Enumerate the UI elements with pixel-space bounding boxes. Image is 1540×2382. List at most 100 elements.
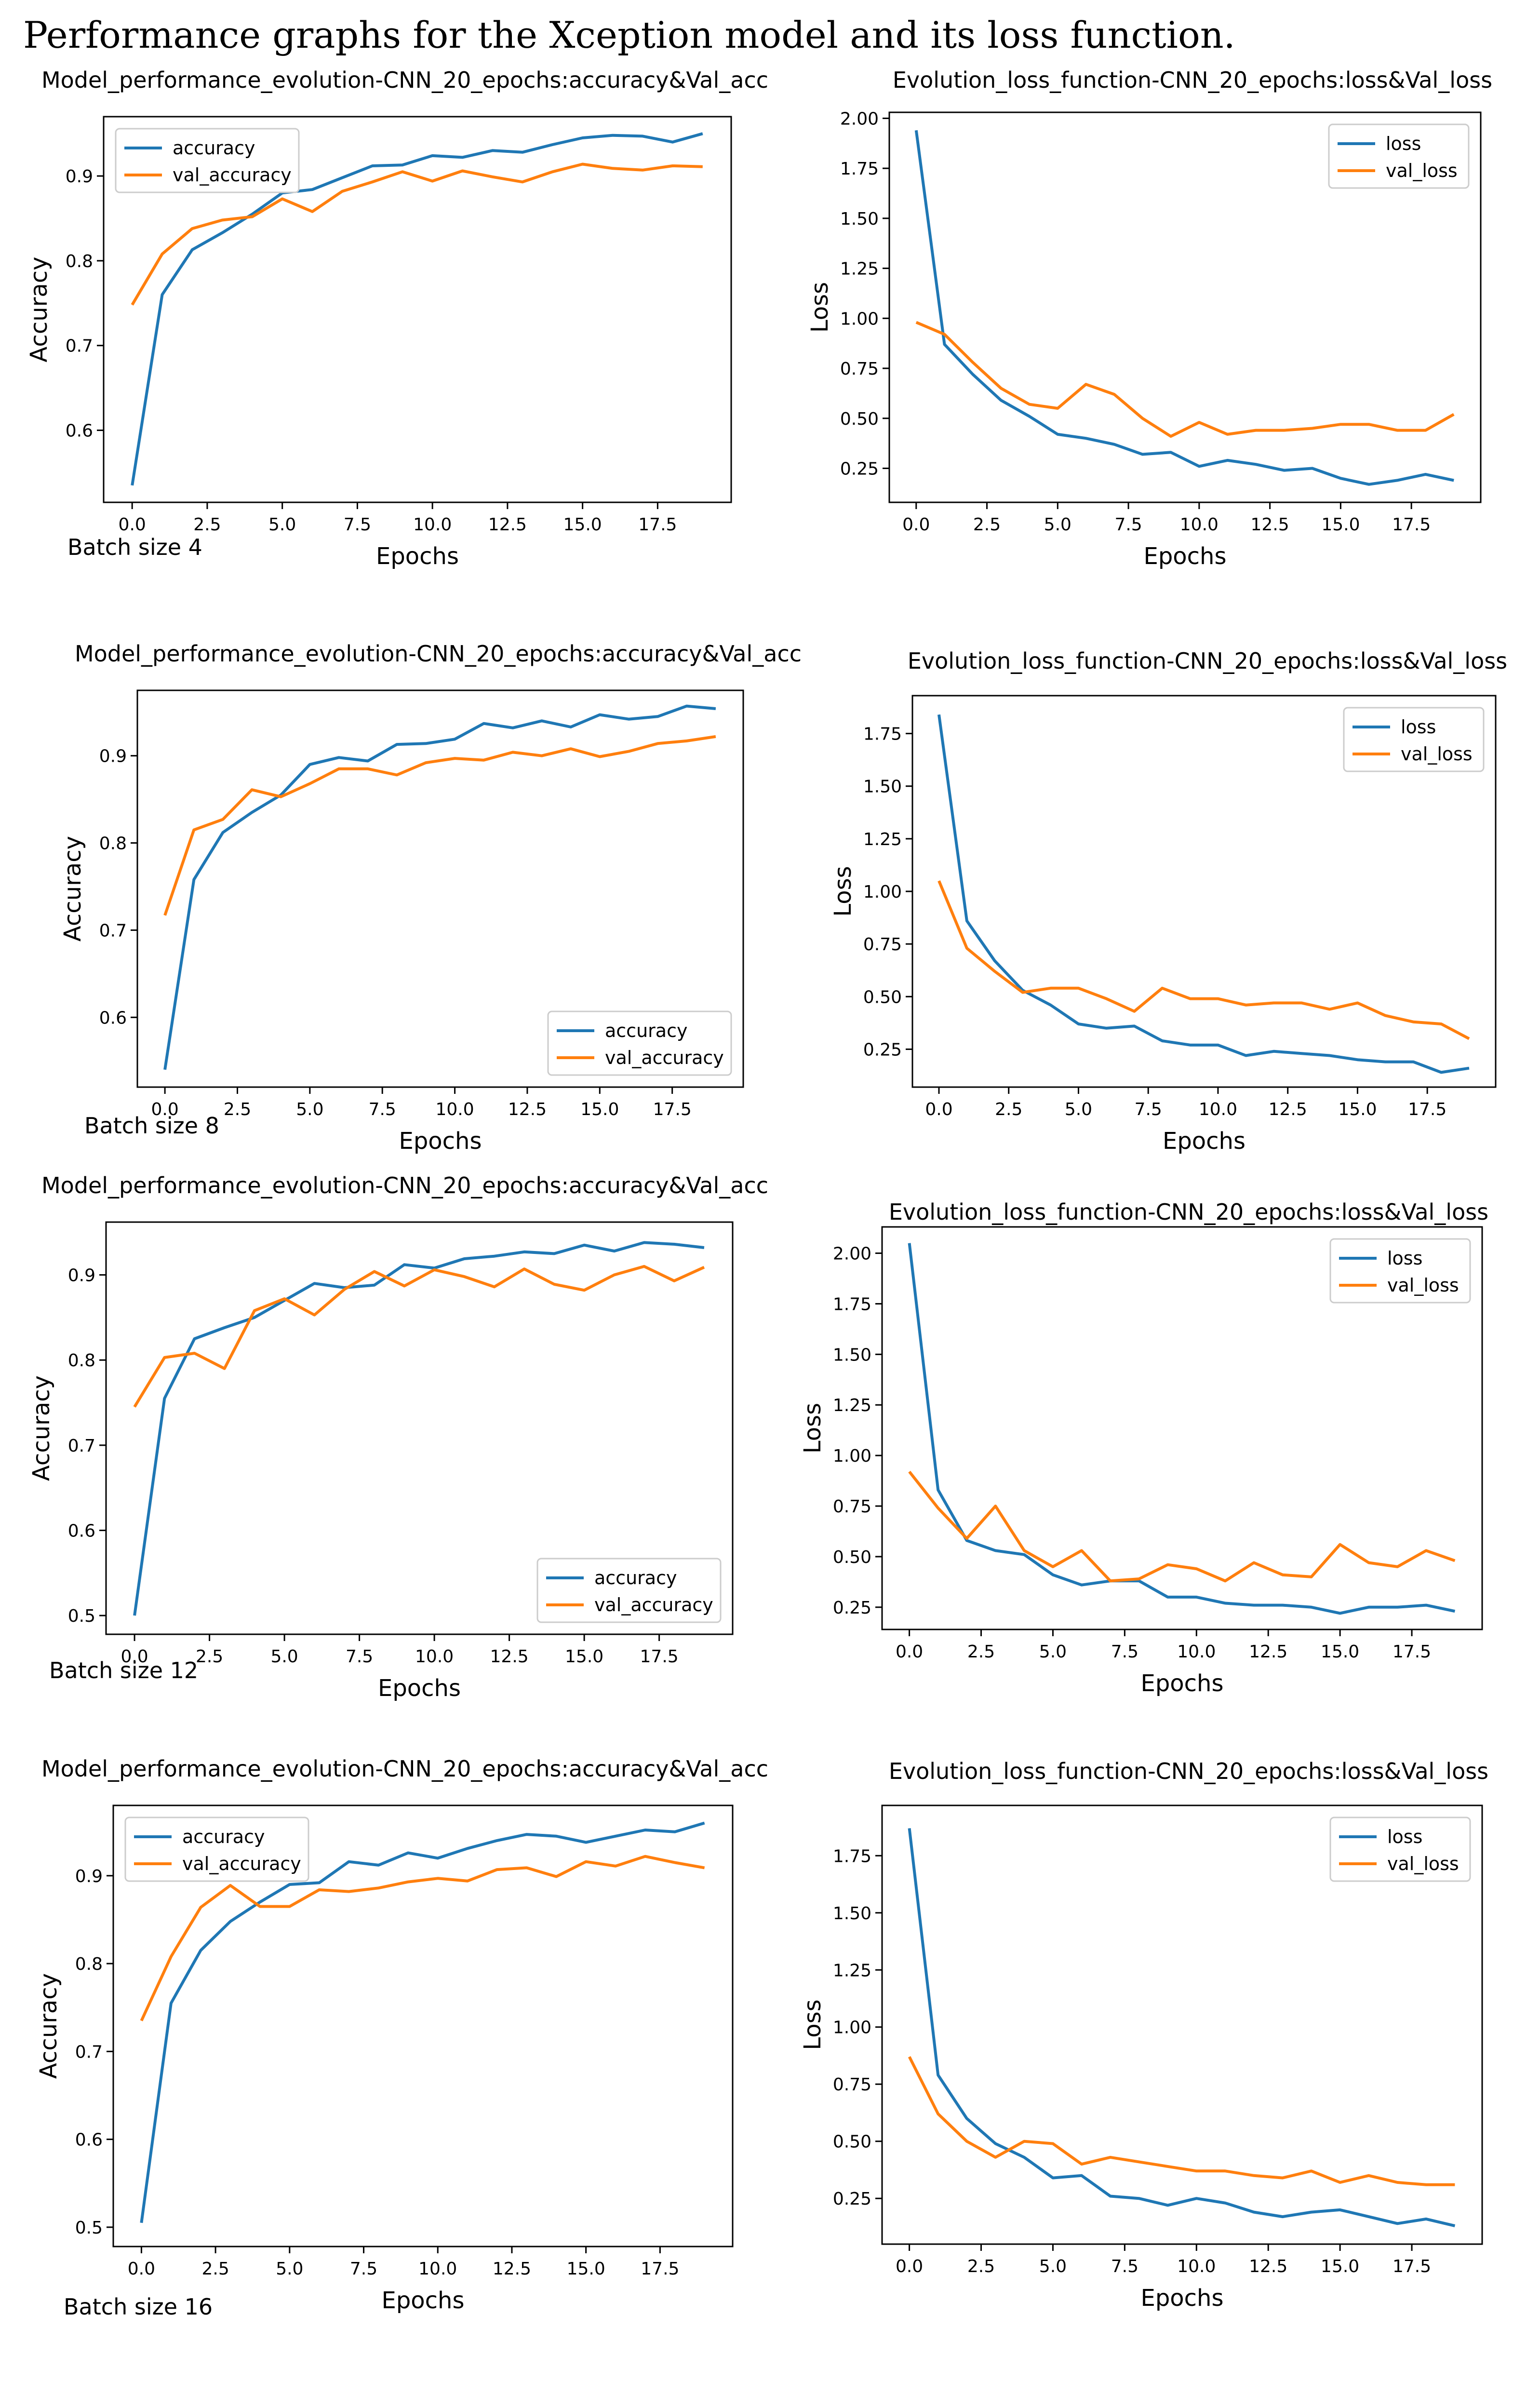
legend-label-accuracy: accuracy xyxy=(605,1020,687,1041)
x-tick-label: 0.0 xyxy=(151,1100,179,1119)
chart-accuracy-1: Model_performance_evolution-CNN_20_epoch… xyxy=(59,641,802,1155)
x-tick-label: 5.0 xyxy=(1039,1642,1067,1662)
plot-frame xyxy=(136,689,744,1088)
legend-label-val-loss: val_loss xyxy=(1387,1853,1459,1874)
y-tick-label: 0.7 xyxy=(68,1436,95,1456)
x-tick-label: 12.5 xyxy=(490,1647,529,1667)
x-tick-label: 10.0 xyxy=(1199,1100,1237,1119)
legend-label-val-accuracy: val_accuracy xyxy=(594,1594,713,1615)
y-tick-label: 0.25 xyxy=(863,1040,902,1060)
legend-label-loss: loss xyxy=(1387,1248,1422,1269)
legend-label-loss: loss xyxy=(1386,133,1421,154)
x-tick-label: 7.5 xyxy=(1114,515,1142,535)
series-line-loss xyxy=(914,130,1454,486)
legend: loss val_loss xyxy=(1329,1238,1471,1304)
batch-size-label: Batch size 4 xyxy=(67,534,202,560)
y-tick-label: 1.25 xyxy=(863,830,902,849)
x-tick-label: 15.0 xyxy=(1321,2257,1359,2276)
y-tick-label: 0.75 xyxy=(833,1497,871,1517)
legend-label-accuracy: accuracy xyxy=(182,1826,265,1847)
x-tick-label: 12.5 xyxy=(1251,515,1289,535)
legend: accuracy val_accuracy xyxy=(536,1558,722,1623)
x-tick-label: 15.0 xyxy=(563,515,602,535)
y-tick-label: 1.50 xyxy=(833,1345,871,1365)
y-tick-label: 0.50 xyxy=(833,2132,871,2152)
x-tick-label: 10.0 xyxy=(435,1100,474,1119)
y-tick-label: 2.00 xyxy=(833,1244,871,1264)
x-axis-label: Epochs xyxy=(1141,1670,1224,1697)
legend-label-accuracy: accuracy xyxy=(594,1567,677,1588)
chart-accuracy-2: Model_performance_evolution-CNN_20_epoch… xyxy=(28,1172,768,1702)
chart-title: Evolution_loss_function-CNN_20_epochs:lo… xyxy=(908,648,1507,674)
x-tick-label: 0.0 xyxy=(902,515,930,535)
x-axis-label: Epochs xyxy=(378,1675,461,1702)
x-tick-label: 0.0 xyxy=(121,1647,148,1667)
y-tick-label: 1.25 xyxy=(833,1961,871,1980)
y-tick-label: 1.50 xyxy=(863,777,902,797)
series-line-accuracy xyxy=(133,1241,705,1616)
y-axis-label: Loss xyxy=(830,866,857,916)
plot-frame xyxy=(881,1226,1483,1630)
chart-title: Model_performance_evolution-CNN_20_epoch… xyxy=(41,1756,768,1782)
y-tick-label: 0.25 xyxy=(833,1598,871,1618)
y-tick-label: 0.75 xyxy=(833,2075,871,2095)
legend-label-val-accuracy: val_accuracy xyxy=(182,1853,301,1874)
series-line-val-accuracy xyxy=(163,735,716,916)
plot-frame xyxy=(105,1221,734,1635)
y-axis-label: Accuracy xyxy=(59,836,86,942)
legend: accuracy val_accuracy xyxy=(115,128,300,193)
y-tick-label: 0.7 xyxy=(66,336,93,356)
x-tick-label: 10.0 xyxy=(1177,2257,1216,2276)
chart-title: Model_performance_evolution-CNN_20_epoch… xyxy=(75,641,802,667)
y-tick-label: 0.50 xyxy=(833,1548,871,1567)
plot-frame xyxy=(881,1804,1483,2245)
chart-title: Evolution_loss_function-CNN_20_epochs:lo… xyxy=(889,1758,1488,1784)
chart-accuracy-3: Model_performance_evolution-CNN_20_epoch… xyxy=(35,1756,768,2314)
x-tick-label: 12.5 xyxy=(508,1100,547,1119)
chart-loss-1: Evolution_loss_function-CNN_20_epochs:lo… xyxy=(830,648,1507,1155)
x-tick-label: 12.5 xyxy=(488,515,527,535)
series-line-accuracy xyxy=(140,1821,705,2223)
y-tick-label: 0.6 xyxy=(75,2130,103,2150)
legend-label-loss: loss xyxy=(1387,1826,1422,1847)
batch-size-label: Batch size 12 xyxy=(49,1657,199,1683)
y-tick-label: 1.75 xyxy=(863,725,902,744)
x-axis-label: Epochs xyxy=(1141,2285,1224,2312)
y-axis-label: Accuracy xyxy=(26,256,53,362)
x-tick-label: 2.5 xyxy=(973,515,1001,535)
chart-loss-0: Evolution_loss_function-CNN_20_epochs:lo… xyxy=(806,67,1492,570)
y-tick-label: 1.25 xyxy=(833,1396,871,1415)
x-axis-label: Epochs xyxy=(376,543,459,570)
x-tick-label: 7.5 xyxy=(1135,1100,1162,1119)
x-tick-label: 17.5 xyxy=(640,1647,679,1667)
x-tick-label: 7.5 xyxy=(344,515,371,535)
y-tick-label: 1.75 xyxy=(833,1846,871,1866)
y-tick-label: 0.8 xyxy=(68,1351,95,1371)
x-tick-label: 10.0 xyxy=(1180,515,1219,535)
x-tick-label: 12.5 xyxy=(1249,1642,1287,1662)
x-axis-label: Epochs xyxy=(1163,1128,1245,1155)
series-line-loss xyxy=(908,1243,1456,1615)
y-axis-label: Accuracy xyxy=(28,1375,55,1481)
x-tick-label: 2.5 xyxy=(967,1642,995,1662)
legend-label-accuracy: accuracy xyxy=(173,137,255,159)
y-axis-label: Accuracy xyxy=(35,1973,62,2079)
x-tick-label: 2.5 xyxy=(224,1100,251,1119)
x-tick-label: 5.0 xyxy=(1039,2257,1067,2276)
x-tick-label: 2.5 xyxy=(193,515,221,535)
y-tick-label: 1.75 xyxy=(833,1294,871,1314)
x-tick-label: 2.5 xyxy=(995,1100,1022,1119)
y-tick-label: 0.25 xyxy=(840,459,879,479)
x-tick-label: 12.5 xyxy=(1269,1100,1307,1119)
chart-accuracy-0: Model_performance_evolution-CNN_20_epoch… xyxy=(26,67,768,570)
y-tick-label: 0.5 xyxy=(75,2218,103,2238)
page-title: Performance graphs for the Xception mode… xyxy=(23,13,1235,56)
y-tick-label: 0.7 xyxy=(99,921,127,941)
legend-label-val-loss: val_loss xyxy=(1386,160,1458,181)
x-tick-label: 12.5 xyxy=(1249,2257,1287,2276)
y-tick-label: 0.6 xyxy=(99,1008,127,1028)
y-tick-label: 1.75 xyxy=(840,159,879,179)
legend: loss val_loss xyxy=(1329,1817,1471,1882)
x-tick-label: 2.5 xyxy=(967,2257,995,2276)
